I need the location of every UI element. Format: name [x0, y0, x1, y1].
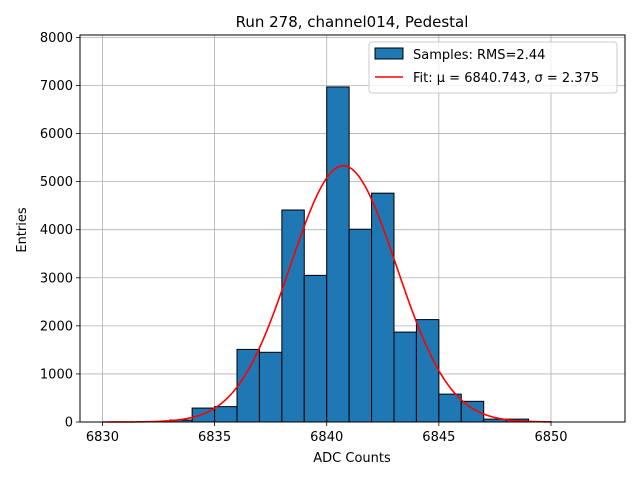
legend-fit-sep: ,	[526, 71, 534, 86]
y-tick-label: 5000	[40, 175, 73, 190]
legend-histogram-swatch	[374, 47, 404, 60]
x-tick-label: 6850	[534, 430, 567, 445]
x-tick-label: 6840	[310, 430, 343, 445]
y-tick-label: 1000	[40, 367, 73, 382]
legend-box	[368, 41, 618, 94]
legend-fit-mu: μ = 6840.743	[437, 71, 526, 86]
legend-histogram-label: Samples: RMS=2.44	[413, 48, 545, 63]
fit-curve-layer	[102, 164, 551, 423]
histogram-bar	[258, 351, 283, 423]
x-tick-label: 6835	[198, 430, 231, 445]
histogram-bar	[348, 228, 373, 423]
y-tick-label: 2000	[40, 319, 73, 334]
histogram-bar	[281, 209, 305, 423]
legend: Samples: RMS=2.44 Fit: μ = 6840.743, σ =…	[368, 41, 618, 94]
legend-fit-prefix: Fit:	[413, 71, 437, 86]
histogram-bar	[326, 86, 350, 423]
y-tick-label: 0	[65, 416, 73, 431]
y-axis-title: Entries	[15, 207, 30, 253]
x-tick-label: 6845	[422, 430, 455, 445]
y-tick-label: 6000	[40, 127, 73, 142]
histogram-bars	[146, 86, 552, 423]
x-tick-label: 6830	[86, 430, 119, 445]
histogram-bar	[236, 348, 260, 423]
x-axis-ticks: 6830 6835 6840 6845 6850	[86, 422, 568, 445]
y-tick-label: 4000	[40, 223, 73, 238]
histogram-bar	[438, 393, 462, 423]
histogram-bar	[393, 331, 417, 423]
legend-fit-sigma: σ = 2.375	[535, 71, 600, 86]
histogram-bar	[460, 400, 485, 423]
chart-title: Run 278, channel014, Pedestal	[236, 13, 469, 31]
histogram-bar	[415, 319, 440, 423]
histogram-bar	[214, 406, 238, 423]
histogram-bar	[303, 274, 328, 423]
legend-fit-label: Fit: μ = 6840.743, σ = 2.375	[413, 71, 599, 86]
y-tick-label: 3000	[40, 271, 73, 286]
y-tick-label: 8000	[40, 31, 73, 46]
gaussian-fit-line	[102, 164, 551, 423]
plot-frame	[79, 34, 626, 423]
y-axis-ticks: 0 1000 2000 3000 4000 5000 6000 7000 8000	[40, 31, 80, 431]
x-axis-title: ADC Counts	[313, 451, 391, 466]
y-tick-label: 7000	[40, 79, 73, 94]
